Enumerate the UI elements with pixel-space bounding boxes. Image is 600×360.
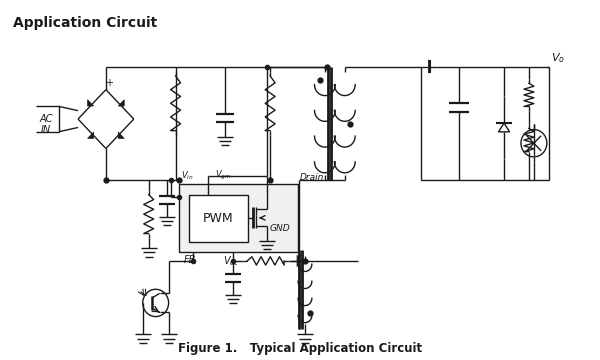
Text: $V_{gm}$: $V_{gm}$ (215, 169, 232, 182)
FancyBboxPatch shape (188, 195, 248, 242)
Polygon shape (88, 100, 94, 106)
Text: $V_o$: $V_o$ (551, 51, 565, 65)
Text: $V_{cc}$: $V_{cc}$ (223, 255, 239, 269)
Text: PWM: PWM (203, 212, 233, 225)
Text: Application Circuit: Application Circuit (13, 16, 158, 30)
Text: AC
IN: AC IN (40, 113, 53, 135)
Text: Drain: Drain (300, 173, 325, 182)
FancyBboxPatch shape (179, 184, 298, 252)
Text: GND: GND (269, 224, 290, 233)
Text: FB: FB (184, 255, 196, 265)
Polygon shape (428, 60, 430, 73)
Text: Figure 1.   Typical Application Circuit: Figure 1. Typical Application Circuit (178, 342, 422, 355)
Polygon shape (118, 132, 124, 138)
Polygon shape (118, 100, 124, 106)
Polygon shape (88, 132, 94, 138)
Polygon shape (297, 255, 299, 267)
Text: $V_{in}$: $V_{in}$ (181, 170, 193, 182)
Text: +: + (105, 77, 113, 87)
